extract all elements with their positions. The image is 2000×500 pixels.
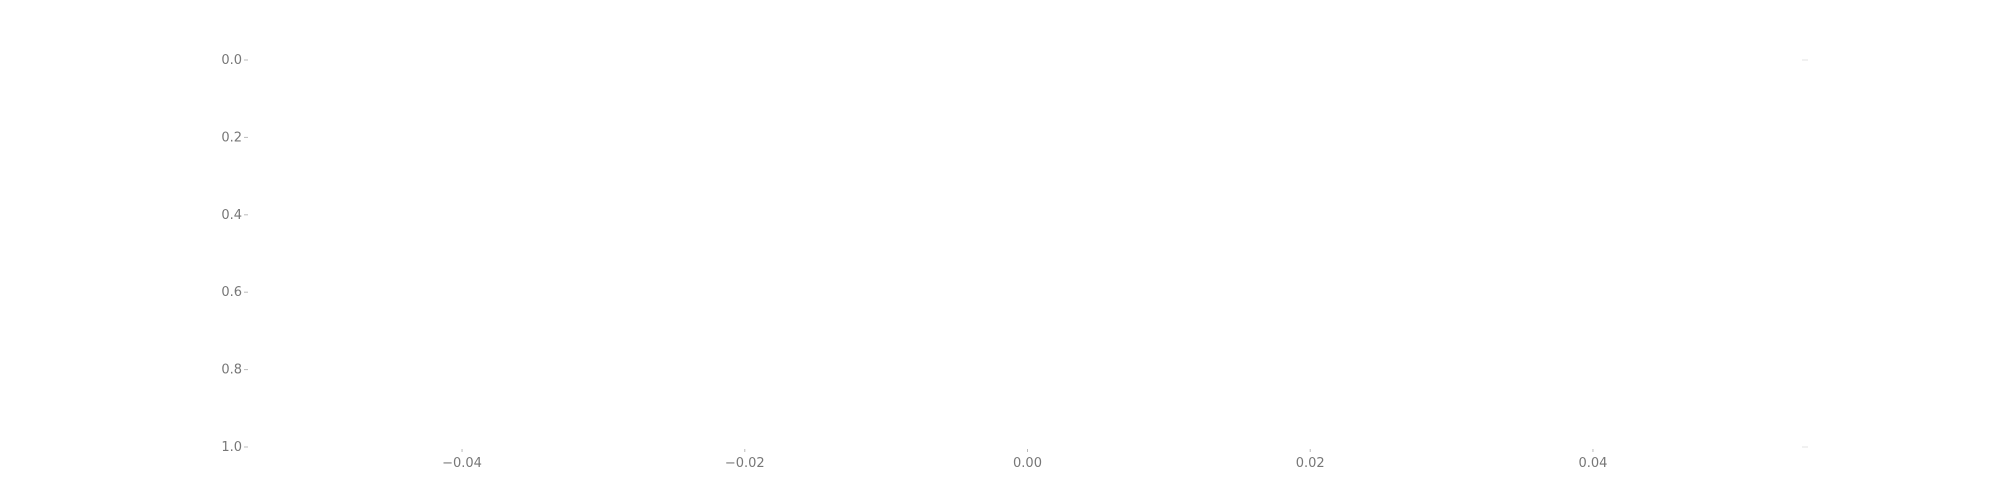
y-axis: 0.0 0.2 0.4 0.6 0.8 1.0 [221,53,248,455]
y-tick-label: 0.0 [221,53,242,68]
y-tick-label: 1.0 [221,440,242,455]
x-tick-label: 0.02 [1296,456,1325,471]
x-tick-label: −0.04 [442,456,482,471]
y-tick-label: 0.8 [221,363,242,378]
plot-area [1802,59,1808,448]
y-tick-label: 0.6 [221,285,242,300]
x-tick-label: 0.04 [1578,456,1607,471]
y-tick-label: 0.2 [221,130,242,145]
x-tick-label: 0.00 [1013,456,1042,471]
x-axis: −0.04 −0.02 0.00 0.02 0.04 [442,449,1607,471]
y-tick-label: 0.4 [221,208,242,223]
x-tick-label: −0.02 [725,456,765,471]
